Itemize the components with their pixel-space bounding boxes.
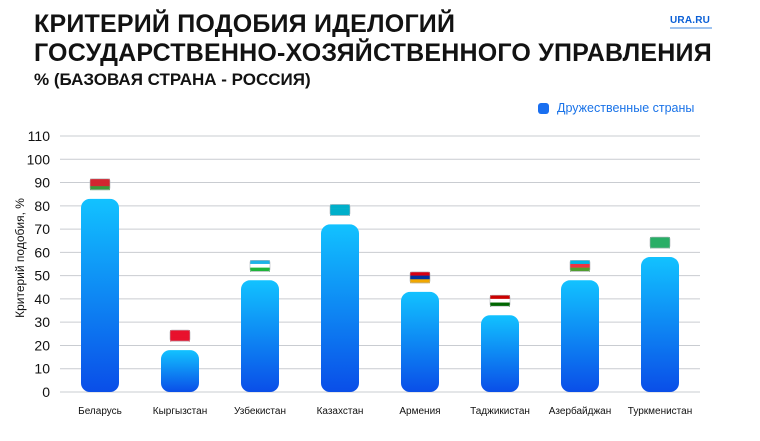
flag-stripe xyxy=(570,260,590,265)
flag-stripe xyxy=(330,204,350,209)
flag-stripe xyxy=(490,298,510,303)
flag-stripe xyxy=(250,263,270,268)
y-tick-label: 110 xyxy=(28,128,51,144)
y-tick-labels: 0 10 20 30 40 50 60 70 80 90 100 110 xyxy=(27,128,51,400)
turkmenistan-flag-icon xyxy=(649,236,671,249)
bar-3 xyxy=(321,224,359,392)
y-tick-label: 60 xyxy=(34,244,50,260)
chart-subtitle: % (БАЗОВАЯ СТРАНА - РОССИЯ) xyxy=(34,70,311,89)
flag-stripe xyxy=(650,240,670,245)
chart-legend: Дружественные страны xyxy=(538,101,694,115)
x-tick-label: Беларусь xyxy=(78,406,122,417)
y-tick-label: 30 xyxy=(34,314,50,330)
y-tick-label: 90 xyxy=(34,175,50,191)
flag-stripe xyxy=(170,337,190,342)
flag-stripe xyxy=(410,271,430,276)
armenia-flag-icon xyxy=(409,271,431,284)
bar-5 xyxy=(481,315,519,392)
x-tick-label: Узбекистан xyxy=(234,405,286,417)
chart-title-line-2: ГОСУДАРСТВЕННО-ХОЗЯЙСТВЕННОГО УПРАВЛЕНИЯ xyxy=(34,39,712,67)
bar-4 xyxy=(401,291,439,392)
flag-stripe xyxy=(330,208,350,213)
ura-logo-underline xyxy=(670,27,712,29)
flag-stripe xyxy=(410,279,430,284)
flag-border xyxy=(569,259,591,272)
y-tick-label: 70 xyxy=(34,221,50,237)
flag-stripe xyxy=(250,267,270,272)
belarus-flag-icon xyxy=(89,178,111,191)
flag-border xyxy=(169,329,191,342)
x-tick-label: Казахстан xyxy=(317,406,364,417)
flag-stripe xyxy=(570,267,590,272)
chart-title: КРИТЕРИЙ ПОДОБИЯ ИДЕЛОГИЙ ГОСУДАРСТВЕННО… xyxy=(34,10,712,68)
grid-lines xyxy=(60,135,700,393)
flag-stripe xyxy=(90,178,110,183)
flag-stripe xyxy=(570,263,590,268)
flag-stripe xyxy=(650,244,670,249)
y-tick-label: 0 xyxy=(42,384,50,400)
flag-border xyxy=(329,204,351,216)
y-tick-label: 10 xyxy=(34,361,50,377)
flag-stripe xyxy=(170,330,190,335)
uzbekistan-flag-icon xyxy=(249,259,271,272)
y-tick-label: 80 xyxy=(34,198,50,214)
tajikistan-flag-icon xyxy=(489,294,511,307)
bar-7 xyxy=(641,257,679,392)
x-tick-label: Армения xyxy=(399,406,440,417)
azerbaijan-flag-icon xyxy=(569,259,591,272)
flag-border xyxy=(409,271,431,284)
flags xyxy=(89,178,671,342)
x-tick-label: Азербайджан xyxy=(549,405,612,417)
x-tick-label: Таджикистан xyxy=(470,406,530,417)
legend-swatch xyxy=(538,102,549,114)
flag-stripe xyxy=(170,333,190,338)
flag-border xyxy=(489,294,511,307)
bar-6 xyxy=(561,280,599,392)
y-tick-label: 100 xyxy=(27,151,51,167)
kazakhstan-flag-icon xyxy=(329,204,351,216)
kyrgyzstan-flag-icon xyxy=(169,329,191,342)
bars xyxy=(81,198,679,392)
flag-border xyxy=(89,178,111,191)
y-tick-label: 50 xyxy=(34,268,50,284)
ura-logo: URA.RU xyxy=(670,15,711,26)
flag-stripe xyxy=(650,237,670,241)
y-tick-label: 20 xyxy=(34,337,50,353)
bar-2 xyxy=(241,280,279,392)
flag-stripe xyxy=(250,260,270,265)
bar-1 xyxy=(161,350,199,392)
flag-stripe xyxy=(330,211,350,216)
flag-stripe xyxy=(490,295,510,300)
flag-stripe xyxy=(410,275,430,280)
flag-border xyxy=(249,259,271,272)
flag-stripe xyxy=(490,302,510,307)
x-tick-label: Кыргызстан xyxy=(153,406,207,417)
flag-border xyxy=(649,236,671,249)
x-tick-label: Туркменистан xyxy=(628,406,692,417)
flag-stripe xyxy=(90,186,110,191)
bar-0 xyxy=(81,198,119,392)
flag-stripe xyxy=(90,182,110,187)
y-tick-label: 40 xyxy=(34,291,50,307)
legend-label: Дружественные страны xyxy=(557,101,695,115)
chart-title-line-1: КРИТЕРИЙ ПОДОБИЯ ИДЕЛОГИЙ xyxy=(34,10,456,38)
x-tick-labels: Беларусь Кыргызстан Узбекистан Казахстан Арм… xyxy=(78,405,692,417)
